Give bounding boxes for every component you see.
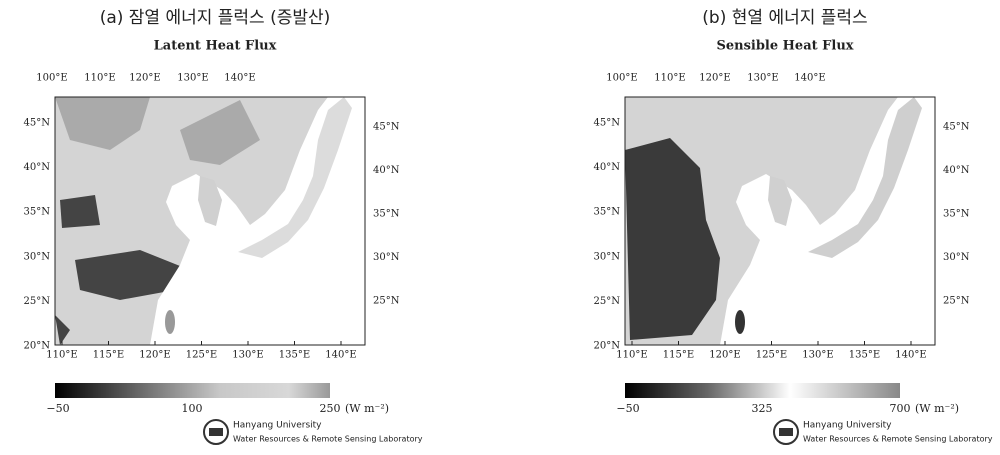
lat-label: 40°N — [24, 162, 51, 173]
lon-label: 135°E — [279, 350, 310, 361]
colorbar-label: 700 — [890, 402, 911, 415]
map-land — [735, 310, 745, 334]
panel: (a) 잠열 에너지 플럭스 (증발산) Latent Heat Flux 100°… — [24, 8, 423, 445]
colorbar-unit: (W m⁻²) — [345, 402, 389, 415]
lat-label: 40°N — [943, 165, 970, 176]
lon-label: 140°E — [895, 350, 926, 361]
logo-line2: Water Resources & Remote Sensing Laborat… — [803, 435, 993, 444]
lat-label: 45°N — [24, 118, 51, 129]
logo-line2: Water Resources & Remote Sensing Laborat… — [233, 435, 423, 444]
colorbar — [55, 383, 330, 398]
lat-label: 40°N — [373, 165, 400, 176]
panel-title: Latent Heat Flux — [154, 39, 277, 54]
lat-label: 30°N — [943, 252, 970, 263]
lat-label: 25°N — [373, 296, 400, 307]
lon-label: 120°E — [709, 350, 740, 361]
map-region — [75, 250, 185, 300]
lat-label: 45°N — [943, 122, 970, 133]
map-land — [768, 176, 792, 226]
logo-emblem — [779, 428, 793, 436]
lon-label: 125°E — [186, 350, 217, 361]
map-region — [60, 195, 100, 228]
lon-label: 120°E — [129, 73, 160, 84]
lat-label: 45°N — [594, 118, 621, 129]
lon-label: 110°E — [654, 73, 685, 84]
lat-label: 25°N — [24, 296, 51, 307]
lat-label: 35°N — [594, 207, 621, 218]
lat-label: 30°N — [373, 252, 400, 263]
map-region — [55, 97, 150, 150]
colorbar-label: 325 — [752, 402, 773, 415]
colorbar-unit: (W m⁻²) — [915, 402, 959, 415]
lat-label: 35°N — [24, 207, 51, 218]
lon-label: 130°E — [802, 350, 833, 361]
colorbar — [625, 383, 900, 398]
lon-label: 100°E — [606, 73, 637, 84]
lon-label: 140°E — [325, 350, 356, 361]
map-sea — [720, 97, 935, 345]
panel-caption: (b) 현열 에너지 플럭스 — [702, 8, 867, 28]
lon-label: 120°E — [699, 73, 730, 84]
colorbar-label: 250 — [320, 402, 341, 415]
lon-label: 100°E — [36, 73, 67, 84]
lat-label: 35°N — [373, 209, 400, 220]
lat-label: 25°N — [943, 296, 970, 307]
lon-label: 120°E — [139, 350, 170, 361]
lon-label: 110°E — [46, 350, 77, 361]
lat-label: 25°N — [594, 296, 621, 307]
lon-label: 110°E — [616, 350, 647, 361]
map-land — [165, 310, 175, 334]
lon-label: 140°E — [224, 73, 255, 84]
lon-label: 140°E — [794, 73, 825, 84]
map-land — [808, 97, 922, 258]
lon-label: 115°E — [93, 350, 124, 361]
panel: (b) 현열 에너지 플럭스 Sensible Heat Flux 100°E 110… — [594, 8, 993, 445]
map-region — [625, 138, 720, 340]
logo-line1: Hanyang University — [233, 421, 322, 431]
lon-label: 110°E — [84, 73, 115, 84]
colorbar-label: −50 — [616, 402, 639, 415]
lat-label: 30°N — [24, 251, 51, 262]
lon-label: 125°E — [756, 350, 787, 361]
lon-label: 135°E — [849, 350, 880, 361]
lon-label: 130°E — [747, 73, 778, 84]
map-region — [55, 315, 70, 345]
panel-caption: (a) 잠열 에너지 플럭스 (증발산) — [100, 8, 331, 28]
logo-emblem — [209, 428, 223, 436]
panel-title: Sensible Heat Flux — [716, 39, 853, 54]
lat-label: 30°N — [594, 251, 621, 262]
lon-label: 130°E — [232, 350, 263, 361]
lat-label: 40°N — [594, 162, 621, 173]
map-region — [180, 100, 260, 165]
lat-label: 20°N — [24, 341, 51, 352]
lat-label: 45°N — [373, 122, 400, 133]
map-frame — [624, 96, 936, 346]
map-land — [238, 97, 352, 258]
colorbar-label: 100 — [182, 402, 203, 415]
logo-line1: Hanyang University — [803, 421, 892, 431]
map-sea — [150, 97, 365, 345]
lat-label: 20°N — [594, 341, 621, 352]
lon-label: 115°E — [663, 350, 694, 361]
map-land — [198, 176, 222, 226]
colorbar-label: −50 — [46, 402, 69, 415]
lon-label: 130°E — [177, 73, 208, 84]
lat-label: 35°N — [943, 209, 970, 220]
map-frame — [54, 96, 366, 346]
